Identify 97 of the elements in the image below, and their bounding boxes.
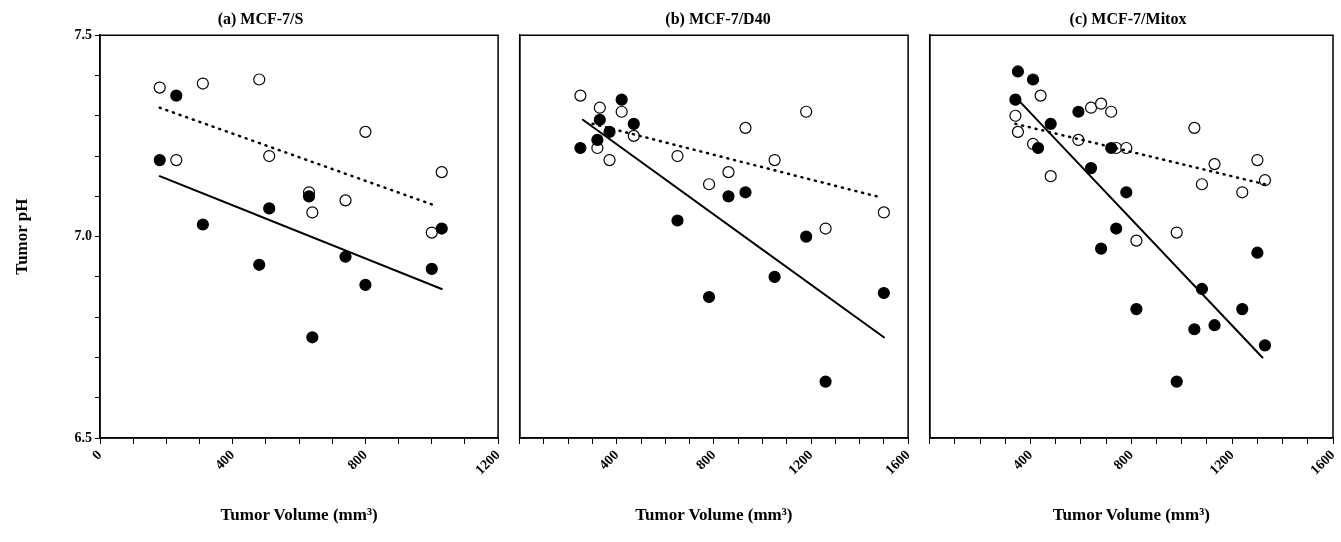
point: [263, 202, 276, 215]
point: [153, 153, 166, 167]
point: [739, 186, 752, 199]
point: [425, 262, 438, 275]
point: [1251, 153, 1264, 167]
x-axis-title: Tumor Volume (mm³): [1052, 505, 1210, 525]
point: [1011, 65, 1025, 78]
point: [1084, 162, 1098, 175]
point: [819, 222, 832, 235]
x-axis-title: Tumor Volume (mm³): [635, 505, 793, 525]
point: [359, 278, 372, 292]
point: [1034, 89, 1047, 102]
point: [1258, 174, 1272, 187]
point: [615, 93, 628, 106]
point: [1188, 121, 1201, 134]
point: [435, 222, 448, 235]
x-tick-label: 800: [344, 447, 371, 473]
point: [671, 214, 684, 227]
point: [800, 230, 813, 243]
point: [1130, 303, 1143, 316]
point: [306, 206, 319, 219]
point: [1208, 319, 1221, 332]
y-tick-label: 6.5: [74, 429, 92, 445]
point: [1095, 97, 1108, 110]
chart-title: (b) MCF-7/D40: [665, 9, 771, 28]
point: [1044, 170, 1057, 183]
point: [1011, 125, 1025, 138]
point: [603, 153, 616, 167]
chart-title: (c) MCF-7/Mitox: [1069, 9, 1187, 28]
point: [574, 141, 587, 155]
point: [1120, 186, 1133, 199]
point: [1130, 234, 1143, 247]
chart-title: (a) MCF-7/S: [217, 9, 304, 28]
point: [574, 89, 587, 102]
point: [722, 190, 735, 203]
point: [1031, 141, 1045, 155]
point: [877, 286, 890, 300]
point: [819, 375, 832, 388]
point: [591, 133, 604, 147]
x-tick-label: 400: [1009, 447, 1036, 473]
point: [1236, 303, 1249, 316]
point: [1105, 141, 1118, 155]
point: [800, 105, 813, 118]
x-tick-label: 800: [693, 447, 719, 473]
point: [1044, 117, 1057, 130]
point: [196, 218, 209, 231]
point: [1009, 109, 1022, 122]
point: [627, 129, 640, 142]
point: [339, 194, 352, 207]
y-tick-label: 7.5: [74, 26, 92, 42]
point: [1170, 375, 1183, 388]
point: [593, 101, 606, 114]
point: [1105, 105, 1118, 118]
point: [263, 149, 276, 163]
point: [196, 77, 209, 90]
point: [1110, 222, 1123, 235]
point: [170, 89, 183, 102]
x-tick-label: 400: [596, 447, 622, 473]
point: [702, 290, 716, 304]
point: [739, 121, 752, 134]
point: [425, 226, 438, 239]
x-axis-title: Tumor Volume (mm³): [220, 505, 378, 525]
y-axis-title: Tumor pH: [11, 198, 31, 275]
point: [877, 206, 890, 219]
point: [1188, 323, 1201, 336]
point: [1170, 226, 1183, 239]
point: [702, 178, 716, 191]
point: [153, 81, 166, 94]
point: [1084, 101, 1098, 114]
point: [722, 166, 735, 179]
point: [306, 331, 319, 344]
point: [253, 73, 266, 86]
point: [1195, 178, 1209, 191]
x-tick-label: 400: [211, 447, 238, 473]
point: [1258, 339, 1272, 352]
point: [1026, 73, 1040, 86]
point: [1208, 158, 1221, 171]
point: [1095, 242, 1108, 255]
point: [1009, 93, 1022, 106]
point: [615, 105, 628, 118]
point: [170, 153, 183, 167]
point: [359, 125, 372, 138]
x-tick-label: 0: [89, 447, 105, 463]
point: [339, 250, 352, 263]
point: [593, 113, 606, 126]
point: [1251, 246, 1264, 259]
point: [671, 149, 684, 163]
y-tick-label: 7.0: [74, 228, 92, 244]
point: [768, 270, 781, 283]
point: [1072, 105, 1085, 118]
point: [253, 258, 266, 271]
point: [302, 190, 316, 203]
x-tick-label: 800: [1110, 447, 1137, 473]
point: [1236, 186, 1249, 199]
point: [435, 166, 448, 179]
point: [768, 153, 781, 167]
point: [627, 117, 640, 130]
